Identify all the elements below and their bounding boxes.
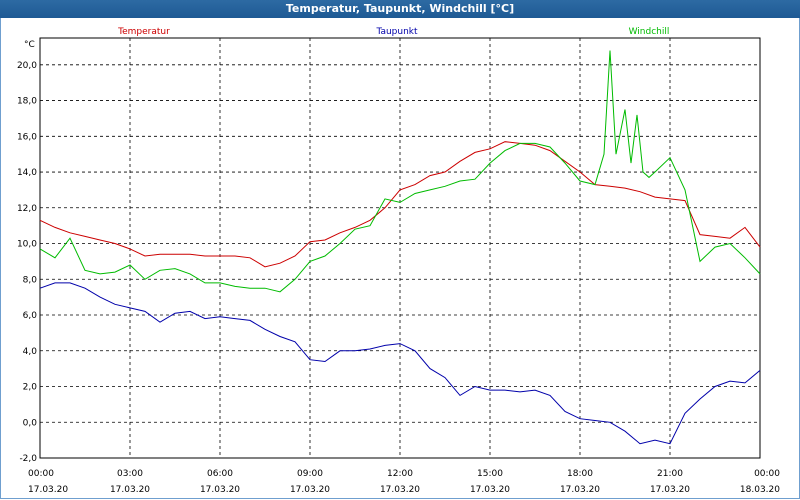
x-tick-time: 03:00 — [117, 469, 143, 479]
y-axis-ticks: -2,0 0,0 2,0 4,0 6,0 8,0 10,0 12,0 14,0 16,0 18,0 2… — [17, 61, 37, 464]
x-tick-time: 12:00 — [387, 469, 413, 479]
window-title: Temperatur, Taupunkt, Windchill [°C] — [0, 0, 800, 18]
x-tick-date: 17.03.20 — [650, 485, 690, 495]
x-tick-time: 06:00 — [207, 469, 233, 479]
x-tick-date: 17.03.20 — [110, 485, 150, 495]
y-tick-label: 12,0 — [17, 204, 37, 214]
x-tick-date: 17.03.20 — [560, 485, 600, 495]
y-tick-label: 16,0 — [17, 132, 37, 142]
y-tick-label: 0,0 — [23, 418, 38, 428]
x-tick-time: 21:00 — [657, 469, 683, 479]
x-tick-time: 00:00 — [754, 469, 780, 479]
x-tick-date: 17.03.20 — [200, 485, 240, 495]
x-tick-date: 17.03.20 — [380, 485, 420, 495]
y-tick-label: 10,0 — [17, 240, 37, 250]
x-tick-date: 17.03.20 — [28, 485, 68, 495]
y-tick-label: 6,0 — [23, 311, 38, 321]
y-tick-label: 2,0 — [23, 383, 38, 393]
y-tick-label: 14,0 — [17, 168, 37, 178]
x-tick-time: 15:00 — [477, 469, 503, 479]
y-tick-label: 18,0 — [17, 97, 37, 107]
legend-taupunkt: Taupunkt — [375, 27, 418, 37]
series-line-windchill — [39, 50, 761, 293]
x-tick-date: 17.03.20 — [470, 485, 510, 495]
y-tick-label: 20,0 — [17, 61, 37, 71]
series-line-taupunkt — [39, 282, 761, 445]
x-tick-date: 18.03.20 — [740, 485, 780, 495]
series-line-temperatur — [39, 141, 761, 268]
y-tick-label: 8,0 — [23, 275, 38, 285]
y-tick-label: 4,0 — [23, 347, 38, 357]
x-tick-time: 00:00 — [28, 469, 54, 479]
series-layer — [39, 50, 761, 445]
x-tick-time: 09:00 — [297, 469, 323, 479]
x-axis-ticks: 00:00 17.03.20 03:00 17.03.20 06:00 17.03.20 0… — [28, 469, 780, 495]
grid — [40, 38, 760, 459]
plot-area — [39, 37, 761, 459]
x-tick-time: 18:00 — [567, 469, 593, 479]
legend-temperatur: Temperatur — [117, 27, 170, 37]
y-axis-unit: °C — [24, 40, 35, 50]
legend-windchill: Windchill — [629, 27, 670, 37]
x-tick-date: 17.03.20 — [290, 485, 330, 495]
y-tick-label: -2,0 — [19, 454, 37, 464]
